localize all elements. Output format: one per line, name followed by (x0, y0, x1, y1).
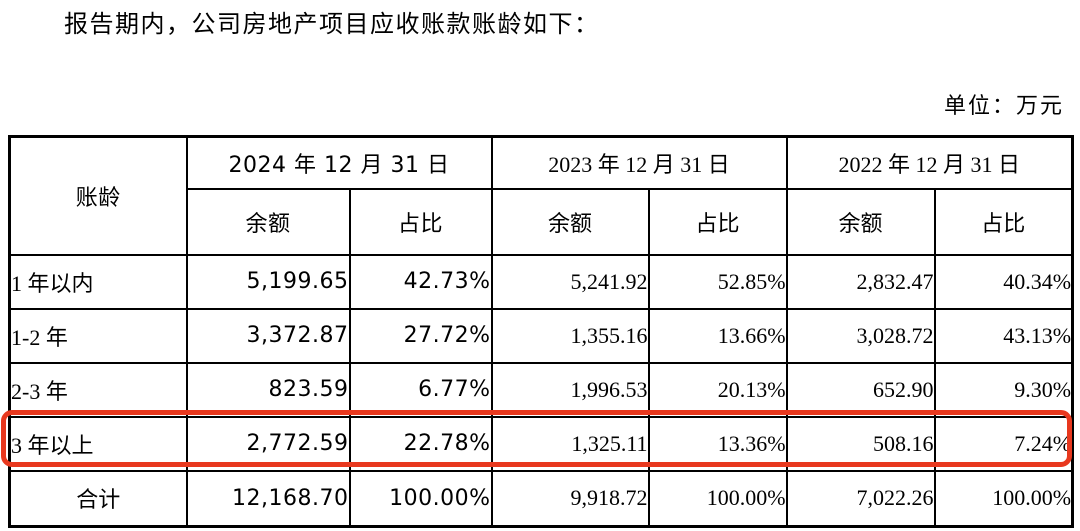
row-label: 1-2 年 (8, 307, 188, 364)
header-balance-2024: 余额 (185, 187, 351, 256)
cell-balance-2024: 2,772.59 (185, 415, 351, 472)
cell-ratio-2022: 43.13% (933, 307, 1074, 364)
cell-ratio-2023: 13.66% (647, 307, 788, 364)
cell-ratio-2022: 40.34% (933, 253, 1074, 310)
cell-ratio-2024: 22.78% (348, 415, 493, 472)
cell-balance-2022: 508.16 (785, 415, 936, 472)
cell-ratio-2023: 13.36% (647, 415, 788, 472)
cell-ratio-2024: 100.00% (348, 469, 493, 528)
row-label: 2-3 年 (8, 361, 188, 418)
header-row-dates: 账龄 2024 年 12 月 31 日 2023 年 12 月 31 日 202… (8, 135, 1074, 256)
cell-ratio-2022: 7.24% (933, 415, 1074, 472)
cell-balance-2023: 1,325.11 (490, 415, 650, 472)
header-balance-2023: 余额 (490, 187, 650, 256)
unit-label: 单位：万元 (943, 93, 1064, 118)
header-ratio-2022: 占比 (933, 187, 1074, 256)
cell-balance-2022: 3,028.72 (785, 307, 936, 364)
header-balance-2022: 余额 (785, 187, 936, 256)
cell-balance-2024: 5,199.65 (185, 253, 351, 310)
cell-balance-2024: 3,372.87 (185, 307, 351, 364)
cell-ratio-2024: 27.72% (348, 307, 493, 364)
table-row-within-1-year: 1 年以内 5,199.65 42.73% 5,241.92 52.85% 2,… (8, 253, 1074, 310)
cell-balance-2023: 1,355.16 (490, 307, 650, 364)
table-row-2-3-years: 2-3 年 823.59 6.77% 1,996.53 20.13% 652.9… (8, 361, 1074, 418)
row-label: 1 年以内 (8, 253, 188, 310)
cell-balance-2024: 823.59 (185, 361, 351, 418)
cell-balance-2023: 5,241.92 (490, 253, 650, 310)
cell-ratio-2023: 100.00% (647, 469, 788, 528)
cell-ratio-2022: 9.30% (933, 361, 1074, 418)
header-ratio-2024: 占比 (348, 187, 493, 256)
cell-balance-2023: 9,918.72 (490, 469, 650, 528)
cell-ratio-2023: 20.13% (647, 361, 788, 418)
header-2022: 2022 年 12 月 31 日 (785, 135, 1074, 190)
cell-ratio-2022: 100.00% (933, 469, 1074, 528)
row-label-total: 合计 (8, 469, 188, 528)
intro-text: 报告期内，公司房地产项目应收账款账龄如下： (64, 12, 600, 38)
header-2024: 2024 年 12 月 31 日 (185, 135, 493, 190)
table-row-total: 合计 12,168.70 100.00% 9,918.72 100.00% 7,… (8, 469, 1074, 528)
header-2023: 2023 年 12 月 31 日 (490, 135, 788, 190)
cell-balance-2022: 652.90 (785, 361, 936, 418)
header-aging: 账龄 (8, 135, 188, 256)
aging-table: 账龄 2024 年 12 月 31 日 2023 年 12 月 31 日 202… (8, 135, 1075, 528)
table-row-1-2-years: 1-2 年 3,372.87 27.72% 1,355.16 13.66% 3,… (8, 307, 1074, 364)
header-row-subcolumns: 余额 占比 余额 占比 余额 占比 (10, 187, 1074, 256)
cell-balance-2022: 2,832.47 (785, 253, 936, 310)
cell-ratio-2024: 42.73% (348, 253, 493, 310)
cell-ratio-2024: 6.77% (348, 361, 493, 418)
cell-balance-2023: 1,996.53 (490, 361, 650, 418)
row-label: 3 年以上 (8, 415, 188, 472)
table-row-over-3-years-highlighted: 3 年以上 2,772.59 22.78% 1,325.11 13.36% 50… (8, 415, 1074, 472)
header-ratio-2023: 占比 (647, 187, 788, 256)
cell-ratio-2023: 52.85% (647, 253, 788, 310)
cell-balance-2022: 7,022.26 (785, 469, 936, 528)
cell-balance-2024: 12,168.70 (185, 469, 351, 528)
